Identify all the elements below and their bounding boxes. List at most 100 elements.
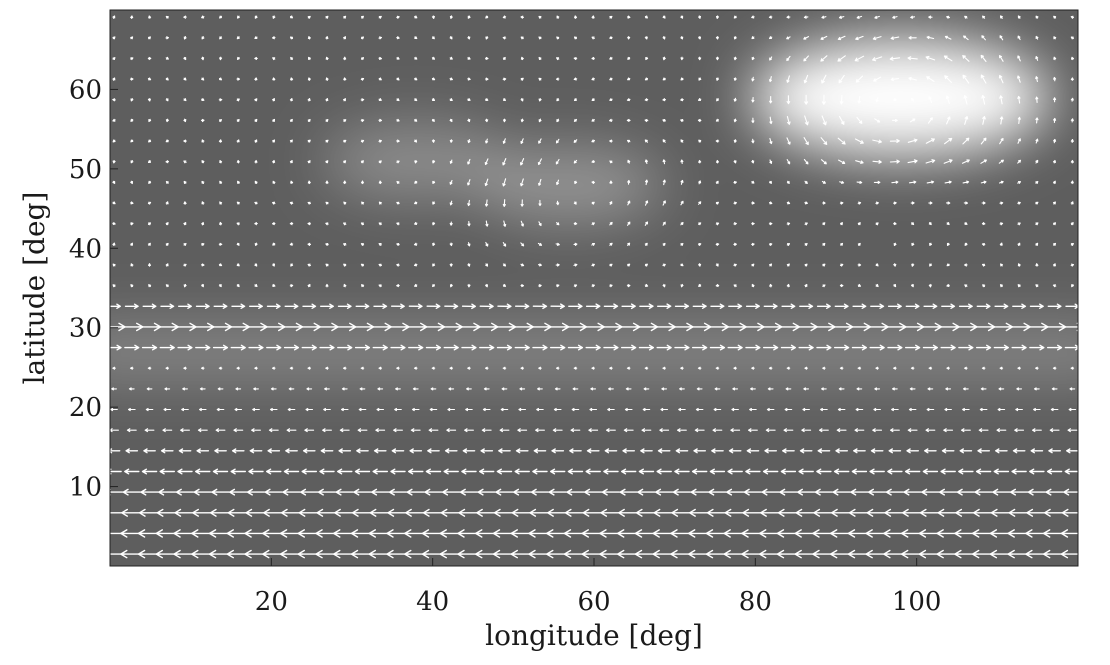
vector-arrow — [254, 15, 258, 19]
vector-arrow — [908, 407, 917, 412]
vector-arrow — [609, 56, 613, 60]
vector-arrow — [769, 159, 773, 164]
vector-arrow — [922, 468, 939, 475]
vector-arrow — [252, 407, 260, 412]
vector-arrow — [609, 180, 613, 185]
vector-arrow — [316, 508, 338, 517]
vector-arrow — [1070, 97, 1074, 102]
vector-arrow — [307, 201, 311, 205]
vector-arrow — [926, 35, 935, 40]
vector-arrow — [178, 448, 192, 454]
vector-arrow — [553, 407, 562, 412]
vector-arrow — [414, 36, 418, 40]
vector-arrow — [928, 366, 933, 370]
vector-arrow — [875, 263, 879, 267]
vector-arrow — [751, 36, 755, 40]
vector-arrow — [271, 222, 276, 226]
vector-arrow — [762, 468, 779, 475]
vector-arrow — [945, 201, 951, 205]
vector-arrow — [554, 387, 561, 391]
vector-arrow — [1045, 488, 1064, 496]
y-tick-label: 40 — [69, 234, 102, 264]
vector-arrow — [746, 448, 760, 454]
vector-arrow — [926, 76, 935, 82]
vector-arrow — [910, 283, 914, 288]
vector-arrow — [919, 508, 942, 517]
vector-arrow — [360, 222, 365, 226]
vector-arrow — [937, 508, 959, 517]
vector-arrow — [110, 428, 119, 433]
vector-arrow — [885, 488, 905, 496]
vector-arrow — [530, 488, 550, 496]
vector-arrow — [254, 77, 258, 81]
vector-arrow — [573, 77, 578, 81]
vector-arrow — [662, 98, 666, 102]
vector-arrow — [388, 488, 408, 496]
vector-arrow — [529, 508, 551, 517]
vector-arrow — [1035, 35, 1039, 40]
vector-arrow — [761, 488, 780, 496]
vector-arrow — [431, 56, 436, 60]
vector-arrow — [254, 283, 258, 287]
vector-arrow — [130, 57, 134, 61]
vector-arrow — [821, 180, 826, 184]
vector-arrow — [1014, 428, 1025, 433]
vector-arrow — [982, 284, 986, 288]
field-bright-core — [820, 67, 981, 128]
vector-arrow — [715, 36, 719, 40]
vector-arrow — [820, 35, 828, 40]
vector-arrow — [1049, 428, 1060, 433]
vector-arrow — [1026, 508, 1048, 517]
vector-arrow — [159, 344, 175, 351]
vector-arrow — [290, 56, 294, 61]
vector-arrow — [395, 387, 401, 391]
vector-arrow — [183, 139, 187, 143]
vector-arrow — [609, 36, 613, 40]
vector-arrow — [1029, 303, 1044, 309]
vector-arrow — [290, 180, 294, 185]
vector-arrow — [178, 303, 192, 309]
vector-arrow — [960, 428, 971, 433]
vector-arrow — [1029, 468, 1045, 475]
vector-arrow — [820, 55, 828, 62]
vector-arrow — [621, 303, 636, 310]
vector-arrow — [626, 98, 631, 102]
vector-arrow — [643, 387, 650, 391]
vector-arrow — [905, 344, 921, 351]
vector-arrow — [901, 508, 924, 517]
vector-arrow — [1035, 96, 1039, 103]
vector-arrow — [586, 448, 600, 454]
vector-arrow — [626, 366, 631, 370]
vector-arrow — [980, 387, 987, 391]
vector-arrow — [182, 387, 188, 391]
vector-arrow — [715, 222, 720, 226]
vector-arrow — [945, 95, 950, 105]
vector-arrow — [110, 407, 118, 412]
vector-arrow — [830, 508, 853, 517]
vector-arrow — [477, 488, 496, 496]
vector-arrow — [715, 118, 719, 122]
vector-arrow — [1035, 76, 1039, 83]
vector-arrow — [764, 448, 777, 454]
vector-arrow — [637, 488, 656, 496]
vector-arrow — [165, 160, 170, 164]
vector-arrow — [769, 137, 773, 145]
vector-arrow — [698, 159, 702, 164]
vector-arrow — [484, 158, 489, 166]
vector-arrow — [165, 180, 169, 184]
vector-arrow — [1027, 488, 1047, 496]
vector-arrow — [236, 56, 240, 60]
vector-arrow — [254, 139, 258, 143]
vector-arrow — [733, 97, 737, 102]
vector-arrow — [1052, 242, 1057, 246]
vector-arrow — [715, 139, 720, 143]
vector-arrow — [821, 387, 827, 391]
vector-arrow — [162, 428, 173, 433]
vector-arrow — [130, 201, 134, 205]
vector-arrow — [236, 139, 240, 143]
vector-arrow — [147, 201, 152, 205]
vector-arrow — [568, 303, 583, 310]
vector-arrow — [627, 221, 631, 226]
vector-arrow — [928, 96, 933, 104]
vector-arrow — [751, 283, 755, 288]
